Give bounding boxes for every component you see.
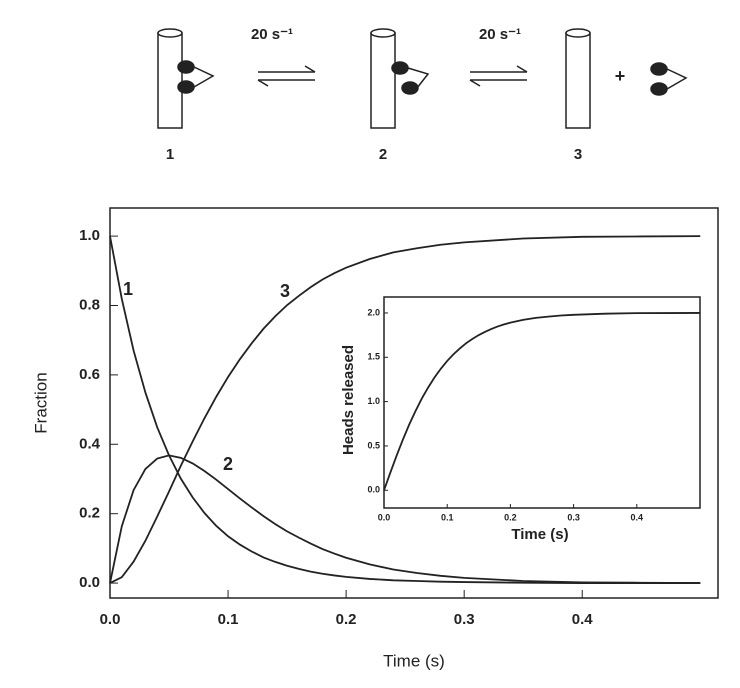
state-label: 2: [379, 146, 387, 163]
head: [177, 80, 195, 94]
cylinder-top: [565, 28, 591, 38]
y-tick-label: 1.0: [367, 396, 380, 406]
x-tick-label: 0.1: [218, 611, 239, 628]
x-axis-label: Time (s): [511, 526, 568, 543]
x-tick-label: 0.3: [454, 611, 475, 628]
state-label: 3: [574, 146, 582, 163]
cylinder: [370, 32, 396, 129]
scheme: [157, 28, 688, 129]
arrow-head: [257, 79, 269, 87]
arrow-head: [304, 65, 316, 73]
y-axis-label: Fraction: [31, 372, 50, 433]
head: [650, 62, 668, 76]
x-tick-label: 0.0: [378, 512, 391, 522]
cylinder: [565, 32, 591, 129]
neck: [407, 67, 430, 89]
y-tick-label: 2.0: [367, 307, 380, 317]
plus: +: [615, 66, 626, 86]
x-tick-label: 0.3: [567, 512, 580, 522]
arrow-head: [516, 65, 528, 73]
arrow-head: [469, 79, 481, 87]
line: [109, 235, 701, 584]
head: [650, 82, 668, 96]
neck: [666, 68, 688, 90]
curve-label: 1: [123, 279, 133, 299]
line: [109, 235, 701, 584]
x-tick-label: 0.2: [504, 512, 517, 522]
y-tick-label: 0.8: [79, 296, 100, 313]
y-tick-label: 0.2: [79, 505, 100, 522]
plot-frame: [383, 296, 701, 509]
rate-label: 20 s⁻¹: [479, 26, 521, 43]
line: [109, 454, 701, 584]
curve-label: 2: [223, 454, 233, 474]
head: [401, 81, 419, 95]
y-tick-label: 1.5: [367, 352, 380, 362]
head: [391, 61, 409, 75]
cylinder-top: [370, 28, 396, 38]
y-tick-label: 0.0: [79, 574, 100, 591]
state-label: 1: [166, 146, 174, 163]
x-axis-label: Time (s): [383, 651, 445, 670]
y-axis-label: Heads released: [340, 345, 357, 455]
x-tick-label: 0.1: [441, 512, 454, 522]
y-tick-label: 0.0: [367, 485, 380, 495]
x-tick-label: 0.4: [631, 512, 644, 522]
head: [177, 60, 195, 74]
curve-label: 3: [280, 281, 290, 301]
rate-label: 20 s⁻¹: [251, 26, 293, 43]
line: [383, 312, 701, 491]
y-tick-label: 1.0: [79, 227, 100, 244]
cylinder: [157, 32, 183, 129]
y-tick-label: 0.6: [79, 366, 100, 383]
x-tick-label: 0.4: [572, 611, 594, 628]
neck: [193, 66, 215, 88]
y-tick-label: 0.5: [367, 440, 380, 450]
x-tick-label: 0.0: [100, 611, 121, 628]
y-tick-label: 0.4: [79, 435, 101, 452]
cylinder-top: [157, 28, 183, 38]
x-tick-label: 0.2: [336, 611, 357, 628]
